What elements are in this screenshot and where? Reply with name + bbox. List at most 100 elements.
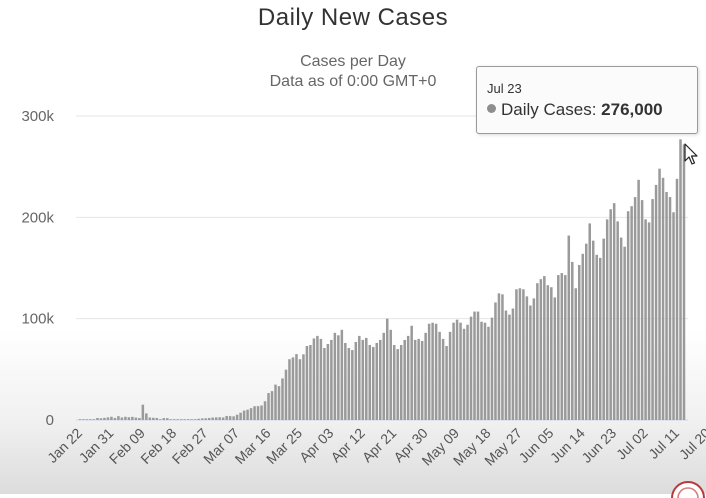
- bar[interactable]: [668, 197, 672, 420]
- bar[interactable]: [494, 302, 497, 420]
- bar[interactable]: [536, 283, 539, 420]
- bar[interactable]: [253, 406, 256, 420]
- bar[interactable]: [445, 346, 448, 420]
- bar[interactable]: [675, 178, 679, 420]
- bar[interactable]: [305, 346, 309, 420]
- bar[interactable]: [214, 417, 218, 420]
- bar[interactable]: [605, 219, 609, 420]
- bar[interactable]: [288, 359, 291, 420]
- bar[interactable]: [103, 417, 106, 420]
- bar[interactable]: [326, 344, 330, 420]
- bar[interactable]: [270, 391, 274, 420]
- bar[interactable]: [89, 419, 92, 420]
- bar[interactable]: [291, 357, 295, 420]
- bar[interactable]: [260, 405, 263, 420]
- bar[interactable]: [682, 144, 686, 420]
- bar[interactable]: [455, 319, 459, 420]
- bar[interactable]: [138, 417, 141, 420]
- bar[interactable]: [469, 316, 473, 420]
- bar[interactable]: [82, 419, 85, 420]
- bar[interactable]: [85, 419, 89, 420]
- bar[interactable]: [190, 419, 193, 420]
- bar[interactable]: [284, 369, 288, 420]
- bar[interactable]: [679, 139, 682, 420]
- bar[interactable]: [145, 413, 148, 420]
- bar[interactable]: [106, 417, 110, 420]
- bar[interactable]: [595, 254, 598, 420]
- bar[interactable]: [333, 332, 337, 420]
- bar[interactable]: [152, 417, 155, 420]
- bar[interactable]: [354, 341, 358, 420]
- bar[interactable]: [389, 329, 392, 420]
- bar[interactable]: [392, 345, 396, 420]
- bar[interactable]: [96, 417, 99, 420]
- bar[interactable]: [497, 293, 501, 420]
- bar[interactable]: [476, 311, 480, 420]
- bar[interactable]: [539, 279, 543, 420]
- bar[interactable]: [256, 406, 260, 420]
- bar[interactable]: [368, 345, 372, 420]
- bar[interactable]: [560, 273, 564, 420]
- bar[interactable]: [197, 418, 200, 420]
- bar[interactable]: [200, 418, 204, 420]
- bar[interactable]: [578, 264, 581, 420]
- bar[interactable]: [127, 417, 131, 420]
- bar[interactable]: [207, 417, 211, 420]
- bar[interactable]: [602, 238, 605, 420]
- bar[interactable]: [117, 416, 120, 420]
- bar[interactable]: [410, 325, 413, 420]
- bar[interactable]: [420, 340, 424, 420]
- bar[interactable]: [246, 409, 249, 420]
- bar[interactable]: [522, 289, 525, 420]
- bar[interactable]: [323, 348, 326, 420]
- bar[interactable]: [441, 338, 445, 420]
- bar[interactable]: [511, 308, 515, 420]
- bar[interactable]: [466, 324, 469, 420]
- bar[interactable]: [612, 203, 616, 420]
- bar[interactable]: [225, 415, 228, 420]
- bar[interactable]: [316, 335, 319, 420]
- bar[interactable]: [616, 221, 619, 420]
- bar[interactable]: [110, 416, 113, 420]
- bar[interactable]: [141, 404, 145, 420]
- bar[interactable]: [417, 338, 420, 420]
- bar[interactable]: [564, 275, 567, 420]
- bar[interactable]: [263, 401, 267, 420]
- bar[interactable]: [480, 321, 483, 420]
- bar[interactable]: [319, 338, 323, 420]
- bar[interactable]: [424, 332, 427, 420]
- bar[interactable]: [92, 419, 96, 420]
- bar[interactable]: [179, 419, 183, 420]
- bar[interactable]: [382, 332, 385, 420]
- bar[interactable]: [550, 287, 553, 420]
- bar[interactable]: [591, 240, 595, 420]
- bar[interactable]: [633, 197, 637, 420]
- bar[interactable]: [99, 418, 103, 420]
- bar[interactable]: [584, 243, 588, 420]
- bar[interactable]: [609, 209, 612, 420]
- bar[interactable]: [183, 419, 186, 420]
- bar[interactable]: [173, 419, 176, 420]
- bar[interactable]: [385, 318, 389, 420]
- bar[interactable]: [148, 417, 152, 420]
- bar[interactable]: [647, 222, 651, 420]
- bar[interactable]: [379, 339, 382, 420]
- bar[interactable]: [312, 338, 316, 420]
- bar[interactable]: [403, 339, 406, 420]
- bar-series[interactable]: [78, 139, 686, 420]
- bar[interactable]: [166, 418, 169, 420]
- bar[interactable]: [557, 275, 560, 420]
- bar[interactable]: [630, 206, 633, 420]
- bar[interactable]: [546, 285, 550, 420]
- bar[interactable]: [651, 199, 654, 420]
- bar[interactable]: [375, 342, 379, 420]
- bar[interactable]: [487, 326, 490, 420]
- bar[interactable]: [295, 354, 298, 420]
- bar[interactable]: [235, 414, 239, 420]
- bar[interactable]: [340, 329, 344, 420]
- bar[interactable]: [427, 323, 431, 420]
- bar[interactable]: [361, 339, 365, 420]
- bar[interactable]: [169, 419, 173, 420]
- bar[interactable]: [204, 418, 207, 420]
